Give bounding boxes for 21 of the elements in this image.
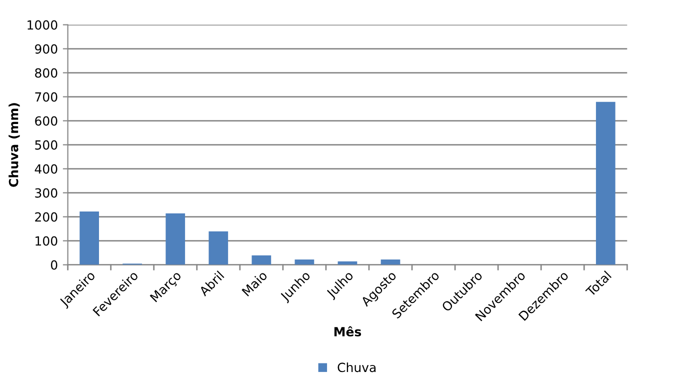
bar — [208, 231, 228, 265]
bar — [252, 255, 272, 265]
bar — [596, 102, 616, 265]
y-tick-label: 100 — [36, 236, 58, 246]
y-tick-label: 300 — [35, 188, 58, 198]
bar — [294, 260, 314, 265]
y-tick-label: 400 — [34, 164, 58, 174]
y-axis-title: Chuva (mm) — [8, 103, 20, 187]
y-tick-label: 900 — [35, 44, 58, 54]
y-tick-label: 200 — [35, 212, 58, 222]
y-tick-label: 0 — [50, 260, 58, 270]
y-tick-label: 800 — [35, 68, 58, 78]
y-tick-label: 600 — [35, 116, 58, 126]
bar — [166, 213, 186, 265]
legend-label: Chuva — [338, 362, 376, 372]
y-tick-label: 1000 — [28, 20, 58, 30]
bar — [80, 212, 99, 265]
x-axis-title: Mês — [334, 326, 362, 336]
y-tick-label: 500 — [35, 140, 58, 150]
y-tick-label: 700 — [35, 92, 58, 102]
bar — [380, 260, 400, 265]
